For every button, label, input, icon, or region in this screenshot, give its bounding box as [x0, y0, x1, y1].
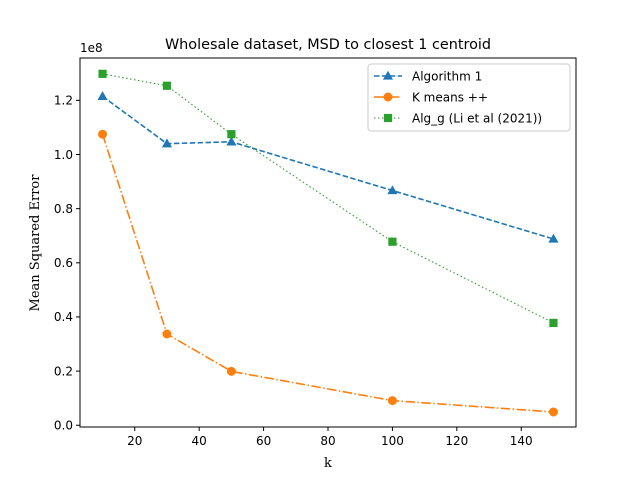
y-tick-label: 0.8: [54, 202, 73, 216]
data-point-algorithm-1: [548, 233, 559, 243]
series-line-k-means: [101, 133, 554, 413]
series-k-means: [98, 129, 558, 417]
data-point-k-means: [162, 329, 172, 339]
y-scale-label: 1e8: [80, 41, 103, 55]
legend-marker-algorithm-1: [382, 70, 394, 80]
legend-frame: [367, 63, 571, 132]
data-point-k-means: [226, 366, 236, 376]
data-point-k-means: [387, 396, 397, 406]
chart-title: Wholesale dataset, MSD to closest 1 cent…: [165, 37, 491, 53]
data-point-alg-g-li-et-al-2021: [227, 130, 236, 139]
y-tick-label: 0.2: [54, 364, 73, 378]
legend-label-k-means: K means ++: [412, 91, 488, 105]
y-tick-label: 1.0: [54, 148, 73, 162]
data-point-k-means: [548, 407, 558, 417]
y-tick-label: 1.2: [54, 94, 73, 108]
legend-item-algorithm-1: Algorithm 1: [374, 70, 482, 84]
legend: Algorithm 1 K means ++ Alg_g (Li et al (20…: [367, 63, 571, 132]
legend-label-alg-g-li-et-al-2021: Alg_g (Li et al (2021)): [412, 112, 542, 126]
legend-marker-alg-g-li-et-al-2021: [383, 113, 393, 123]
x-tick-label: 120: [445, 434, 468, 448]
data-point-algorithm-1: [97, 91, 108, 100]
y-tick-label: 0.4: [54, 310, 73, 324]
series-algorithm-1: [97, 91, 559, 243]
data-point-k-means: [98, 129, 108, 139]
x-tick-label: 100: [381, 434, 404, 448]
data-point-algorithm-1: [226, 136, 237, 146]
y-axis-label: Mean Squared Error: [28, 174, 43, 312]
x-tick-label: 140: [510, 434, 533, 448]
x-tick-label: 80: [320, 434, 335, 448]
data-point-alg-g-li-et-al-2021: [549, 318, 558, 328]
data-point-alg-g-li-et-al-2021: [98, 69, 107, 78]
series-alg-g-li-et-al-2021: [98, 69, 558, 328]
y-tick-label: 0.0: [54, 419, 73, 433]
x-tick-label: 60: [256, 434, 271, 448]
x-tick-label: 40: [192, 434, 207, 448]
data-point-algorithm-1: [387, 185, 398, 195]
data-point-alg-g-li-et-al-2021: [162, 81, 172, 90]
data-point-algorithm-1: [161, 138, 173, 148]
data-point-alg-g-li-et-al-2021: [388, 237, 397, 246]
legend-item-k-means: K means ++: [374, 91, 488, 105]
x-tick-label: 20: [127, 434, 142, 448]
y-tick-label: 0.6: [54, 256, 73, 270]
legend-marker-k-means: [383, 92, 393, 102]
legend-item-alg-g-li-et-al-2021: Alg_g (Li et al (2021)): [374, 112, 542, 126]
x-axis-label: k: [324, 456, 332, 471]
legend-label-algorithm-1: Algorithm 1: [412, 70, 482, 84]
